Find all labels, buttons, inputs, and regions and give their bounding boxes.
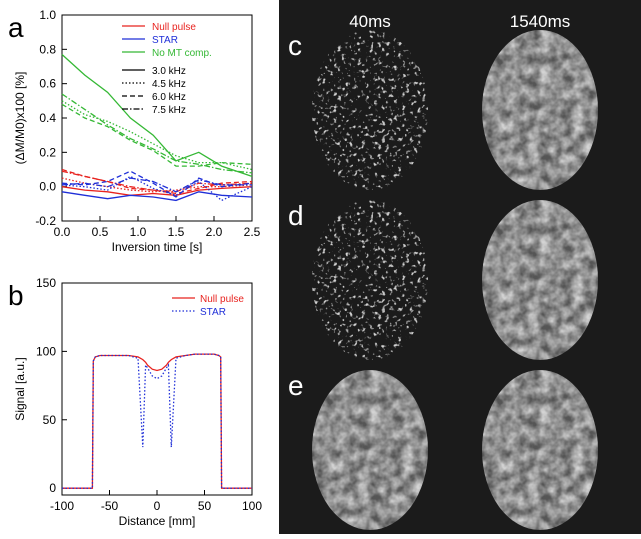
panel-letter: d (288, 200, 304, 231)
brain-texture (312, 370, 428, 530)
y-axis-label: Signal [a.u.] (13, 357, 27, 420)
legend-label: 6.0 kHz (152, 92, 186, 103)
y-tick-label: 0 (49, 481, 56, 495)
brain-image (312, 200, 428, 360)
brain-texture (312, 30, 428, 190)
panel-letter: b (8, 280, 24, 311)
panel-letter: c (288, 30, 302, 61)
x-axis-label: Inversion time [s] (112, 240, 203, 254)
panel-letter: e (288, 370, 304, 401)
series-line (61, 175, 253, 202)
y-tick-label: 0.6 (39, 77, 56, 91)
brain-image (312, 30, 428, 190)
x-tick-label: 0.0 (54, 225, 71, 239)
series-line (62, 353, 252, 489)
y-axis-label: (ΔM/M0)x100 [%] (13, 72, 27, 165)
y-tick-label: -0.2 (35, 214, 56, 228)
legend-label: No MT comp. (152, 48, 212, 59)
y-tick-label: 0.8 (39, 42, 56, 56)
series-line (61, 186, 253, 196)
column-header: 40ms (349, 12, 391, 31)
legend-label: STAR (152, 35, 178, 46)
legend-label: Null pulse (152, 22, 196, 33)
legend-label: 7.5 kHz (152, 105, 186, 116)
series-line (61, 54, 253, 178)
x-tick-label: 2.0 (206, 225, 223, 239)
x-tick-label: 0 (154, 499, 161, 513)
y-tick-label: 1.0 (39, 8, 56, 22)
legend-label: 4.5 kHz (152, 79, 186, 90)
x-tick-label: 100 (242, 499, 262, 513)
series-line (61, 177, 252, 193)
series-line (61, 191, 253, 202)
series-line (61, 177, 253, 193)
y-tick-label: 150 (36, 276, 56, 290)
brain-texture (482, 200, 598, 360)
brain-image (312, 370, 428, 530)
panel-letter: a (8, 12, 24, 43)
y-tick-label: 50 (43, 413, 57, 427)
series-line (61, 93, 253, 174)
series-line (61, 170, 253, 198)
legend-label: 3.0 kHz (152, 66, 186, 77)
x-axis-label: Distance [mm] (119, 514, 196, 528)
y-tick-label: 0.0 (39, 180, 56, 194)
series-line (61, 103, 253, 167)
y-tick-label: 0.2 (39, 145, 56, 159)
legend-label: STAR (200, 307, 226, 318)
x-tick-label: 50 (198, 499, 212, 513)
x-tick-label: -50 (101, 499, 119, 513)
x-tick-label: 1.0 (130, 225, 147, 239)
x-tick-label: 2.5 (244, 225, 261, 239)
y-tick-label: 0.4 (39, 111, 56, 125)
series-line (61, 170, 253, 193)
y-tick-label: 100 (36, 344, 56, 358)
brain-image (482, 200, 598, 360)
legend-label: Null pulse (200, 294, 244, 305)
x-tick-label: 0.5 (92, 225, 109, 239)
brain-texture (312, 200, 428, 360)
brain-image (482, 30, 598, 190)
x-tick-label: 1.5 (168, 225, 185, 239)
brain-texture (482, 370, 598, 530)
series-line (61, 168, 253, 195)
brain-image (482, 370, 598, 530)
series-line (62, 353, 252, 489)
x-tick-label: -100 (50, 499, 74, 513)
brain-texture (482, 30, 598, 190)
column-header: 1540ms (510, 12, 570, 31)
